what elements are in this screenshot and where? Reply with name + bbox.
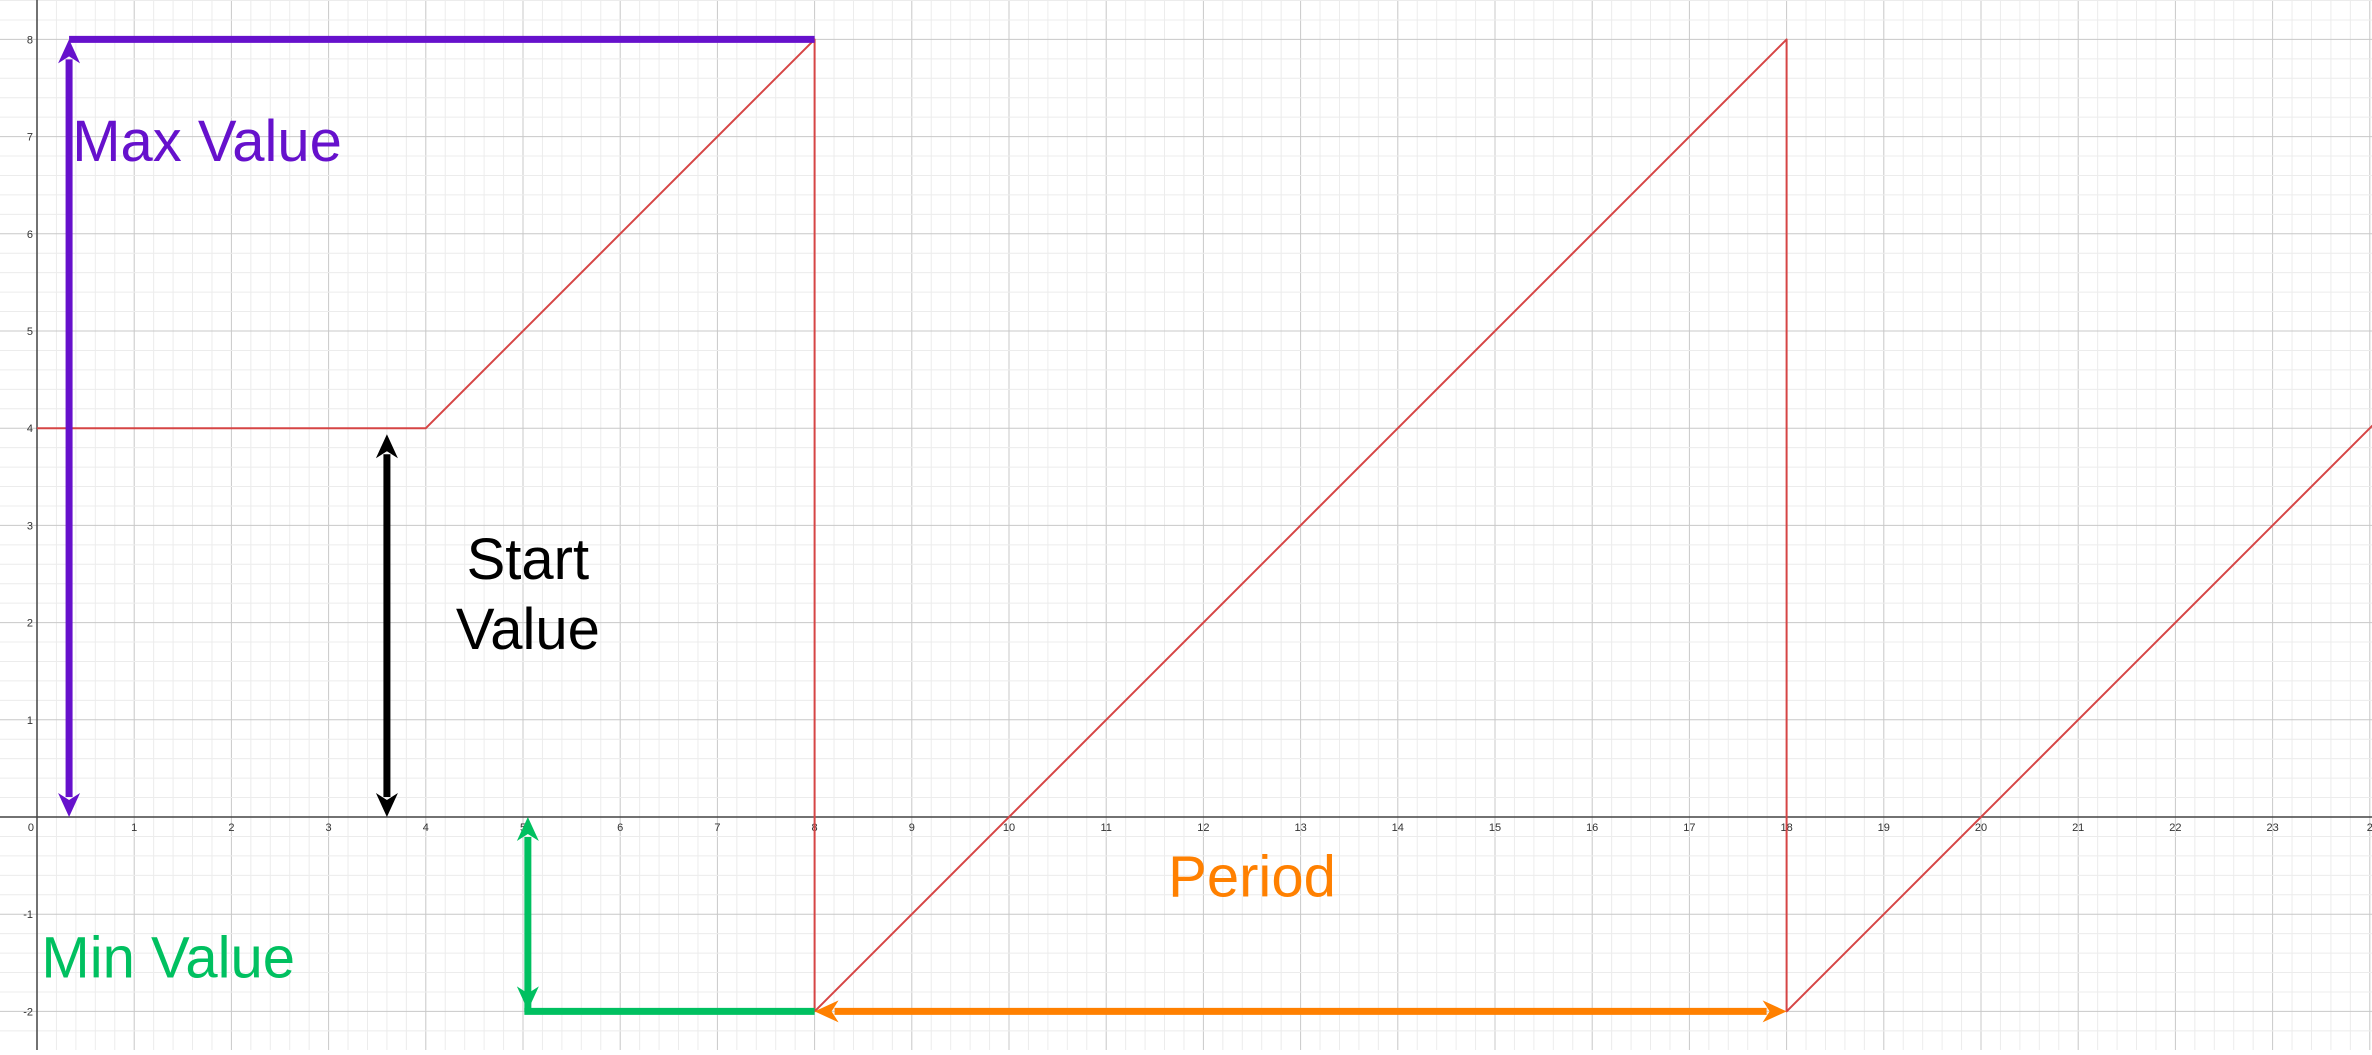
min-value-arrow-up <box>516 817 539 841</box>
min-value-arrow-down <box>516 986 539 1011</box>
period-arrow-left <box>814 1000 839 1023</box>
x-tick-label: 17 <box>1683 822 1695 834</box>
period-arrow-right <box>1762 1000 1787 1023</box>
x-tick-label: 20 <box>1975 822 1987 834</box>
x-tick-label: 22 <box>2169 822 2181 834</box>
start-value-arrow-up <box>375 434 398 459</box>
annotations: Max Value Start Value Min Value Period <box>41 35 1787 1023</box>
y-tick-label: 2 <box>27 618 33 630</box>
max-value-arrow-up <box>58 39 81 64</box>
y-tick-label: 5 <box>27 326 33 338</box>
y-tick-label: 7 <box>27 132 33 144</box>
start-value-arrow-down <box>375 793 398 817</box>
y-tick-label: 4 <box>27 423 33 435</box>
x-tick-label: 19 <box>1878 822 1890 834</box>
x-tick-label: 16 <box>1586 822 1598 834</box>
period-label: Period <box>1168 845 1336 910</box>
y-tick-label: 6 <box>27 229 33 241</box>
x-tick-label: 15 <box>1489 822 1501 834</box>
y-tick-label: -1 <box>23 909 33 921</box>
y-tick-label: 8 <box>27 34 33 46</box>
max-value-arrow-down <box>58 793 81 817</box>
min-value-label: Min Value <box>41 925 295 990</box>
tick-labels: 012345678910111213141516171819202122232-… <box>23 34 2372 1018</box>
x-tick-label: 2 <box>228 822 234 834</box>
x-tick-label: 14 <box>1392 822 1404 834</box>
x-tick-label: 1 <box>131 822 137 834</box>
y-tick-label: -2 <box>23 1006 33 1018</box>
start-value-label: Start Value <box>456 527 600 662</box>
x-tick-label: 0 <box>28 822 34 834</box>
x-tick-label: 9 <box>909 822 915 834</box>
max-value-label: Max Value <box>72 109 342 174</box>
x-tick-label: 12 <box>1197 822 1209 834</box>
x-tick-label: 2 <box>2367 822 2372 834</box>
x-tick-label: 4 <box>423 822 429 834</box>
x-tick-label: 7 <box>714 822 720 834</box>
x-tick-label: 13 <box>1294 822 1306 834</box>
y-tick-label: 1 <box>27 715 33 727</box>
y-tick-label: 3 <box>27 520 33 532</box>
x-tick-label: 23 <box>2266 822 2278 834</box>
x-tick-label: 6 <box>617 822 623 834</box>
x-tick-label: 21 <box>2072 822 2084 834</box>
x-tick-label: 3 <box>326 822 332 834</box>
x-tick-label: 10 <box>1003 822 1015 834</box>
x-tick-label: 11 <box>1100 822 1111 834</box>
